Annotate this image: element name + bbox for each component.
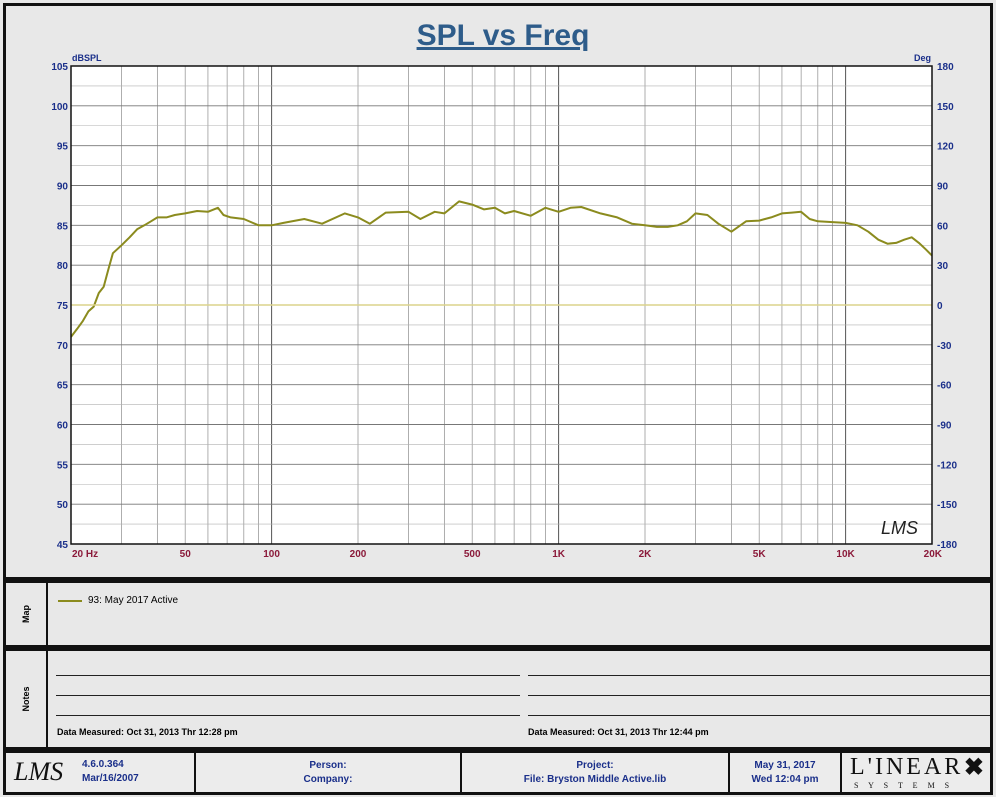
y2-tick-label: 30: [937, 261, 949, 272]
y-tick-label: 50: [57, 500, 69, 511]
x-tick-label: 5K: [753, 549, 767, 560]
graph-panel: SPL vs Freq dBSPL Deg 105 100 95 90 85 80 75 70…: [3, 3, 993, 580]
footer-person-cell: Person: Company:: [196, 753, 462, 792]
y-tick-label: 85: [57, 221, 69, 232]
notes-line: [528, 675, 990, 676]
chart-plot: [70, 200, 933, 338]
legend-swatch: [58, 599, 82, 602]
x-tick-label: 20 Hz: [72, 549, 98, 560]
linearx-logo-cell: L'INEAR ✖ S Y S T E M S: [842, 753, 990, 792]
notes-line: [528, 695, 990, 696]
footer-version-cell: LMS 4.6.0.364 Mar/16/2007: [6, 753, 196, 792]
y-tick-label: 75: [57, 301, 69, 312]
y-tick-label: 70: [57, 341, 69, 352]
chart-tick-labels: 105 100 95 90 85 80 75 70 65 60 55 50 45 180 150 120 90 6…: [51, 62, 957, 560]
y-axis-label: dBSPL: [72, 53, 102, 63]
footer-date-cell: May 31, 2017 Wed 12:04 pm: [730, 753, 842, 792]
spl-chart: SPL vs Freq dBSPL Deg 105 100 95 90 85 80 75 70…: [51, 19, 957, 560]
data-measured-left: Data Measured: Oct 31, 2013 Thr 12:28 pm: [57, 727, 238, 737]
notes-panel: Notes Data Measured: Oct 31, 2013 Thr 12…: [3, 648, 993, 750]
x-tick-label: 1K: [552, 549, 566, 560]
chart-title: SPL vs Freq: [417, 19, 590, 52]
y-tick-label: 95: [57, 142, 69, 153]
y2-tick-label: 180: [937, 62, 954, 73]
y2-tick-label: 150: [937, 102, 954, 113]
map-panel: Map 93: May 2017 Active: [3, 580, 993, 648]
project-label: Project:: [576, 759, 614, 771]
y2-tick-label: -90: [937, 421, 952, 432]
linearx-brand: L'INEAR: [850, 754, 964, 780]
x-tick-label: 2K: [639, 549, 653, 560]
project-file: File: Bryston Middle Active.lib: [523, 773, 667, 785]
version-number: 4.6.0.364: [82, 759, 124, 770]
legend-entry: 93: May 2017 Active: [58, 595, 178, 606]
notes-line: [56, 695, 520, 696]
y-tick-label: 80: [57, 261, 69, 272]
legend-label: 93: May 2017 Active: [88, 595, 179, 606]
x-tick-label: 200: [350, 549, 367, 560]
x-tick-label: 100: [263, 549, 280, 560]
footer-project-cell: Project: File: Bryston Middle Active.lib: [462, 753, 730, 792]
linearx-x-icon: ✖: [963, 754, 984, 781]
y-tick-label: 65: [57, 381, 69, 392]
person-label: Person:: [309, 759, 347, 771]
y2-tick-label: 90: [937, 182, 949, 193]
y-tick-label: 60: [57, 421, 69, 432]
lms-logo: LMS: [14, 757, 64, 786]
y-tick-label: 90: [57, 182, 69, 193]
x-tick-label: 500: [464, 549, 481, 560]
y-tick-label: 55: [57, 460, 69, 471]
print-date: May 31, 2017: [754, 759, 816, 771]
print-time: Wed 12:04 pm: [751, 773, 819, 785]
notes-line: [56, 715, 520, 716]
x-tick-label: 50: [180, 549, 192, 560]
notes-side-label: Notes: [6, 651, 48, 747]
y2-tick-label: -120: [937, 460, 957, 471]
y2-tick-label: 120: [937, 142, 954, 153]
linearx-systems: S Y S T E M S: [854, 781, 954, 790]
y2-tick-label: -30: [937, 341, 952, 352]
y2-tick-label: 0: [937, 301, 943, 312]
footer-bar: LMS 4.6.0.364 Mar/16/2007 Person: Compan…: [3, 750, 993, 795]
y2-tick-label: 60: [937, 221, 949, 232]
x-tick-label: 10K: [836, 549, 855, 560]
notes-line: [528, 715, 990, 716]
y-tick-label: 100: [51, 102, 68, 113]
y2-tick-label: -180: [937, 540, 957, 551]
version-date: Mar/16/2007: [82, 773, 139, 784]
data-measured-right: Data Measured: Oct 31, 2013 Thr 12:44 pm: [528, 727, 709, 737]
y2-axis-label: Deg: [914, 53, 931, 63]
y2-tick-label: -150: [937, 500, 957, 511]
y-tick-label: 105: [51, 62, 68, 73]
company-label: Company:: [303, 773, 353, 785]
x-tick-label: 20K: [924, 549, 943, 560]
plot-frame: [70, 65, 933, 545]
y-tick-label: 45: [57, 540, 69, 551]
lms-watermark: LMS: [881, 518, 918, 538]
notes-line: [56, 675, 520, 676]
spl-series-line: [70, 200, 933, 338]
y2-tick-label: -60: [937, 381, 952, 392]
map-side-label: Map: [6, 583, 48, 645]
